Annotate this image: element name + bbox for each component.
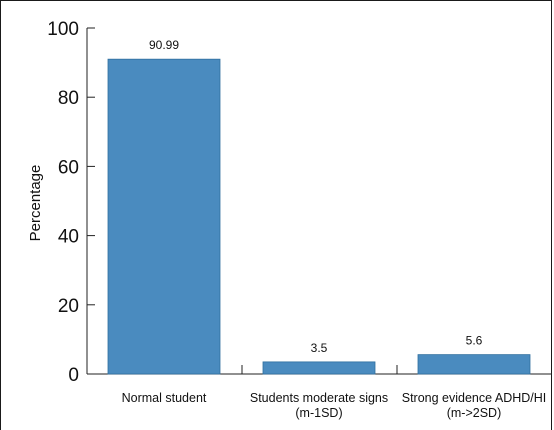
labels: 90.99 Normal student 3.5 Students moderate … [122, 38, 547, 420]
x-category-label: (m->2SD) [447, 406, 502, 420]
x-category-label: (m-1SD) [295, 406, 342, 420]
bar-value-label: 3.5 [311, 341, 328, 355]
y-tick-label: 80 [58, 88, 79, 109]
y-tick-label: 60 [58, 157, 79, 178]
y-tick-label: 0 [68, 365, 79, 386]
bar [262, 361, 376, 375]
bar-value-label: 5.6 [466, 334, 483, 348]
x-category-label: Students moderate signs [250, 391, 388, 405]
bar [107, 58, 221, 375]
y-tick-label: 100 [47, 19, 79, 40]
y-tick-label: 20 [58, 296, 79, 317]
y-tick-label: 40 [58, 227, 79, 248]
bars [107, 58, 531, 375]
x-category-label: Normal student [122, 391, 207, 405]
x-category-label: Strong evidence ADHD/HI [402, 391, 547, 405]
bar [417, 354, 531, 375]
bar-value-label: 90.99 [149, 38, 179, 52]
y-axis-label: Percentage [27, 165, 44, 242]
